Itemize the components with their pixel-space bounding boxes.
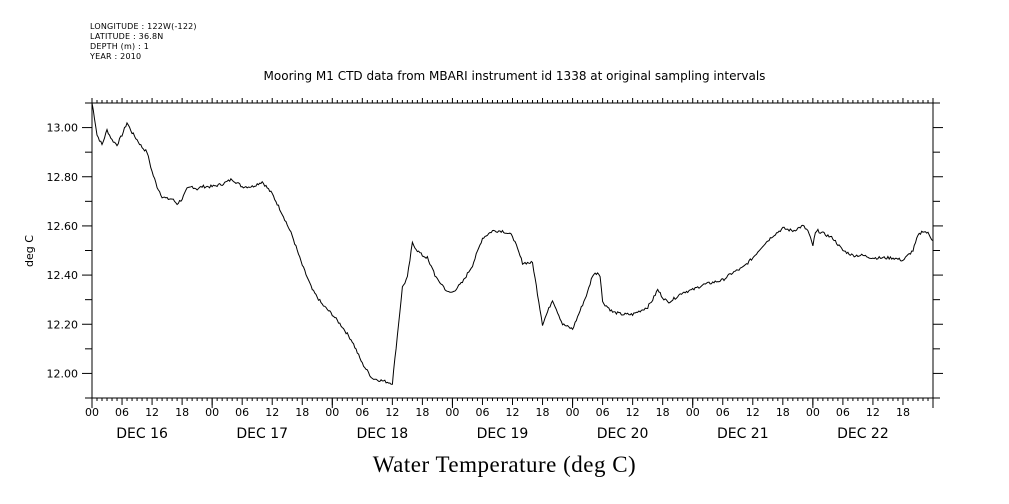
y-tick-label: 12.60 <box>47 220 79 233</box>
y-axis-label: deg C <box>23 235 36 267</box>
x-day-label: DEC 22 <box>837 426 889 442</box>
ticks-layer <box>82 98 943 408</box>
x-tick-label: 12 <box>746 406 760 419</box>
depth-text: DEPTH (m) : 1 <box>90 42 149 51</box>
x-day-label: DEC 21 <box>717 426 769 442</box>
x-tick-label: 00 <box>806 406 820 419</box>
y-tick-label: 12.40 <box>47 269 79 282</box>
x-tick-label: 06 <box>235 406 249 419</box>
x-tick-label: 18 <box>295 406 309 419</box>
x-tick-label: 06 <box>836 406 850 419</box>
x-tick-label: 12 <box>866 406 880 419</box>
x-tick-label: 12 <box>385 406 399 419</box>
x-tick-label: 00 <box>445 406 459 419</box>
x-tick-label: 00 <box>205 406 219 419</box>
x-tick-label: 00 <box>325 406 339 419</box>
x-tick-label: 12 <box>145 406 159 419</box>
latitude-text: LATITUDE : 36.8N <box>90 32 164 41</box>
x-tick-label: 18 <box>536 406 550 419</box>
series-layer <box>91 102 934 385</box>
year-text: YEAR : 2010 <box>90 52 142 61</box>
x-tick-label: 06 <box>115 406 129 419</box>
y-tick-label: 12.00 <box>47 367 79 380</box>
series-line-0 <box>91 102 934 385</box>
x-tick-label: 06 <box>355 406 369 419</box>
x-tick-label: 18 <box>896 406 910 419</box>
x-tick-label: 18 <box>415 406 429 419</box>
x-tick-label: 18 <box>175 406 189 419</box>
x-tick-label: 00 <box>686 406 700 419</box>
metadata-block: LONGITUDE : 122W(-122) LATITUDE : 36.8N … <box>90 22 197 62</box>
x-tick-label: 18 <box>776 406 790 419</box>
longitude-text: LONGITUDE : 122W(-122) <box>90 22 197 31</box>
y-tick-label: 12.20 <box>47 318 79 331</box>
labels-layer: 00 06 12 18 00 06 12 18 00 06 12 18 00 06 12 18 00 06 12 18… <box>47 122 910 442</box>
x-tick-label: 12 <box>265 406 279 419</box>
y-tick-label: 12.80 <box>47 171 79 184</box>
x-tick-label: 12 <box>626 406 640 419</box>
axes-layer <box>91 102 934 399</box>
x-day-label: DEC 20 <box>597 426 649 442</box>
x-tick-label: 12 <box>506 406 520 419</box>
x-day-label: DEC 16 <box>116 426 168 442</box>
x-tick-label: 00 <box>85 406 99 419</box>
x-tick-label: 06 <box>596 406 610 419</box>
y-tick-label: 13.00 <box>47 122 79 135</box>
plot-frame <box>91 102 934 399</box>
x-day-label: DEC 17 <box>236 426 288 442</box>
x-tick-label: 18 <box>656 406 670 419</box>
x-tick-label: 00 <box>566 406 580 419</box>
chart-title: Mooring M1 CTD data from MBARI instrumen… <box>263 69 766 83</box>
x-day-label: DEC 19 <box>477 426 529 442</box>
x-axis-label: Water Temperature (deg C) <box>372 452 637 477</box>
x-tick-label: 06 <box>716 406 730 419</box>
x-day-label: DEC 18 <box>357 426 409 442</box>
x-tick-label: 06 <box>475 406 489 419</box>
